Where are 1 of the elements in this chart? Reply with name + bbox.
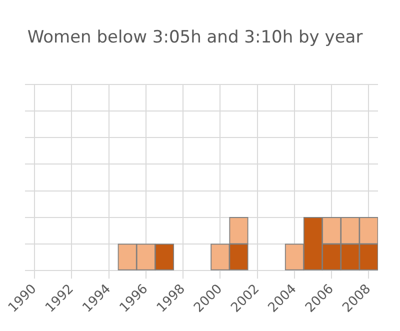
chart-title: Women below 3:05h and 3:10h by year: [27, 28, 363, 48]
